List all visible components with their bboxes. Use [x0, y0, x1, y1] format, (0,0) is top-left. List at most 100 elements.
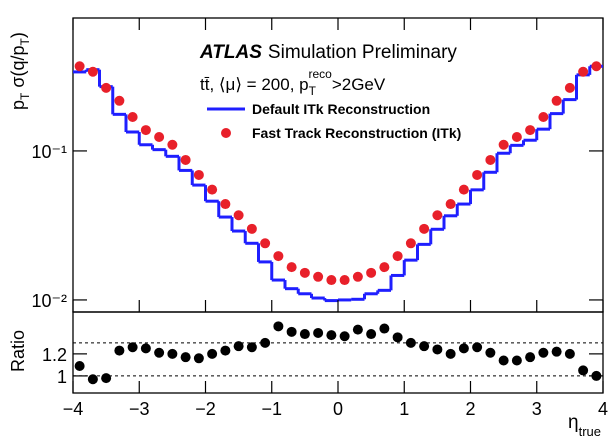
marker	[220, 199, 231, 210]
y-tick-label: 1.2	[42, 345, 67, 365]
marker	[180, 352, 191, 363]
marker	[472, 169, 483, 180]
marker	[180, 154, 191, 165]
y-label: pT σ(q/pT)	[8, 32, 32, 110]
marker	[220, 345, 231, 356]
marker	[154, 347, 165, 358]
x-label: ηtrue	[568, 412, 601, 439]
x-tick-label: 1	[399, 399, 409, 419]
marker	[167, 348, 178, 359]
marker	[313, 271, 324, 282]
marker	[432, 210, 443, 221]
marker	[578, 365, 589, 376]
marker	[101, 373, 112, 384]
marker	[167, 139, 178, 150]
marker	[525, 125, 536, 136]
marker	[578, 66, 589, 77]
marker	[485, 154, 496, 165]
marker	[366, 329, 377, 340]
x-label-text: η	[568, 412, 579, 433]
marker	[260, 238, 271, 249]
marker	[445, 199, 456, 210]
marker	[299, 329, 310, 340]
x-tick-label: −2	[195, 399, 216, 419]
marker	[233, 341, 244, 352]
ratio-y-label: Ratio	[8, 330, 28, 372]
marker	[498, 139, 509, 150]
marker	[419, 223, 430, 234]
legend-label: Default ITk Reconstruction	[252, 101, 430, 117]
marker	[233, 210, 244, 221]
marker	[127, 342, 138, 353]
legend-label: Fast Track Reconstruction (ITk)	[252, 125, 461, 141]
marker	[140, 125, 151, 136]
marker	[193, 169, 204, 180]
marker	[339, 331, 350, 342]
annotation-sub: T	[309, 84, 317, 98]
y-label-text: p	[8, 100, 28, 110]
marker	[591, 370, 602, 381]
annotation-text: >2GeV	[332, 75, 386, 94]
x-tick-label: 3	[532, 399, 542, 419]
x-tick-label: −4	[63, 399, 84, 419]
marker	[207, 348, 218, 359]
marker	[379, 262, 390, 273]
marker	[458, 184, 469, 195]
marker	[127, 111, 138, 122]
marker	[564, 82, 575, 93]
marker	[101, 82, 112, 93]
x-tick-label: 4	[598, 399, 608, 419]
marker	[114, 345, 125, 356]
marker	[551, 95, 562, 106]
marker	[419, 341, 430, 352]
y-label-text: σ(q/p	[8, 46, 28, 93]
marker	[74, 61, 85, 72]
marker	[352, 324, 363, 335]
annotation-text: tt̄, ⟨μ⟩ = 200, p	[200, 75, 309, 94]
marker	[246, 223, 257, 234]
marker	[74, 361, 85, 371]
marker	[485, 347, 496, 358]
legend: Default ITk Reconstruction Fast Track Rec…	[207, 101, 461, 141]
title-bold: ATLAS	[199, 42, 262, 63]
legend-marker	[221, 128, 231, 138]
marker	[260, 337, 271, 348]
marker	[511, 355, 522, 366]
marker	[472, 342, 483, 353]
y-tick-label: 1	[57, 367, 67, 387]
marker	[339, 275, 350, 286]
marker	[525, 352, 536, 363]
annotation: tt̄, ⟨μ⟩ = 200, pTreco>2GeV	[200, 67, 386, 98]
marker	[326, 330, 337, 341]
marker	[458, 343, 469, 354]
marker	[538, 111, 549, 122]
marker	[286, 326, 297, 337]
marker	[246, 342, 257, 353]
title-rest: Simulation Preliminary	[268, 42, 458, 63]
ratio-frame	[72, 311, 604, 394]
marker	[87, 66, 98, 77]
x-label-sub: true	[579, 424, 601, 439]
marker	[538, 347, 549, 358]
marker	[564, 348, 575, 359]
x-tick-label: −3	[129, 399, 150, 419]
y-label-sub: T	[18, 38, 32, 46]
marker	[551, 346, 562, 357]
title: ATLAS Simulation Preliminary	[199, 42, 457, 63]
marker	[405, 337, 416, 348]
marker	[114, 95, 125, 106]
marker	[286, 262, 297, 273]
marker	[207, 184, 218, 195]
marker	[140, 343, 151, 354]
marker	[591, 61, 602, 72]
marker	[273, 321, 284, 332]
marker	[498, 355, 509, 366]
marker	[445, 348, 456, 359]
y-label-sub: T	[18, 92, 32, 100]
y-label-text: )	[8, 32, 28, 38]
x-tick-label: −1	[261, 399, 282, 419]
marker	[511, 132, 522, 143]
marker	[432, 344, 443, 355]
